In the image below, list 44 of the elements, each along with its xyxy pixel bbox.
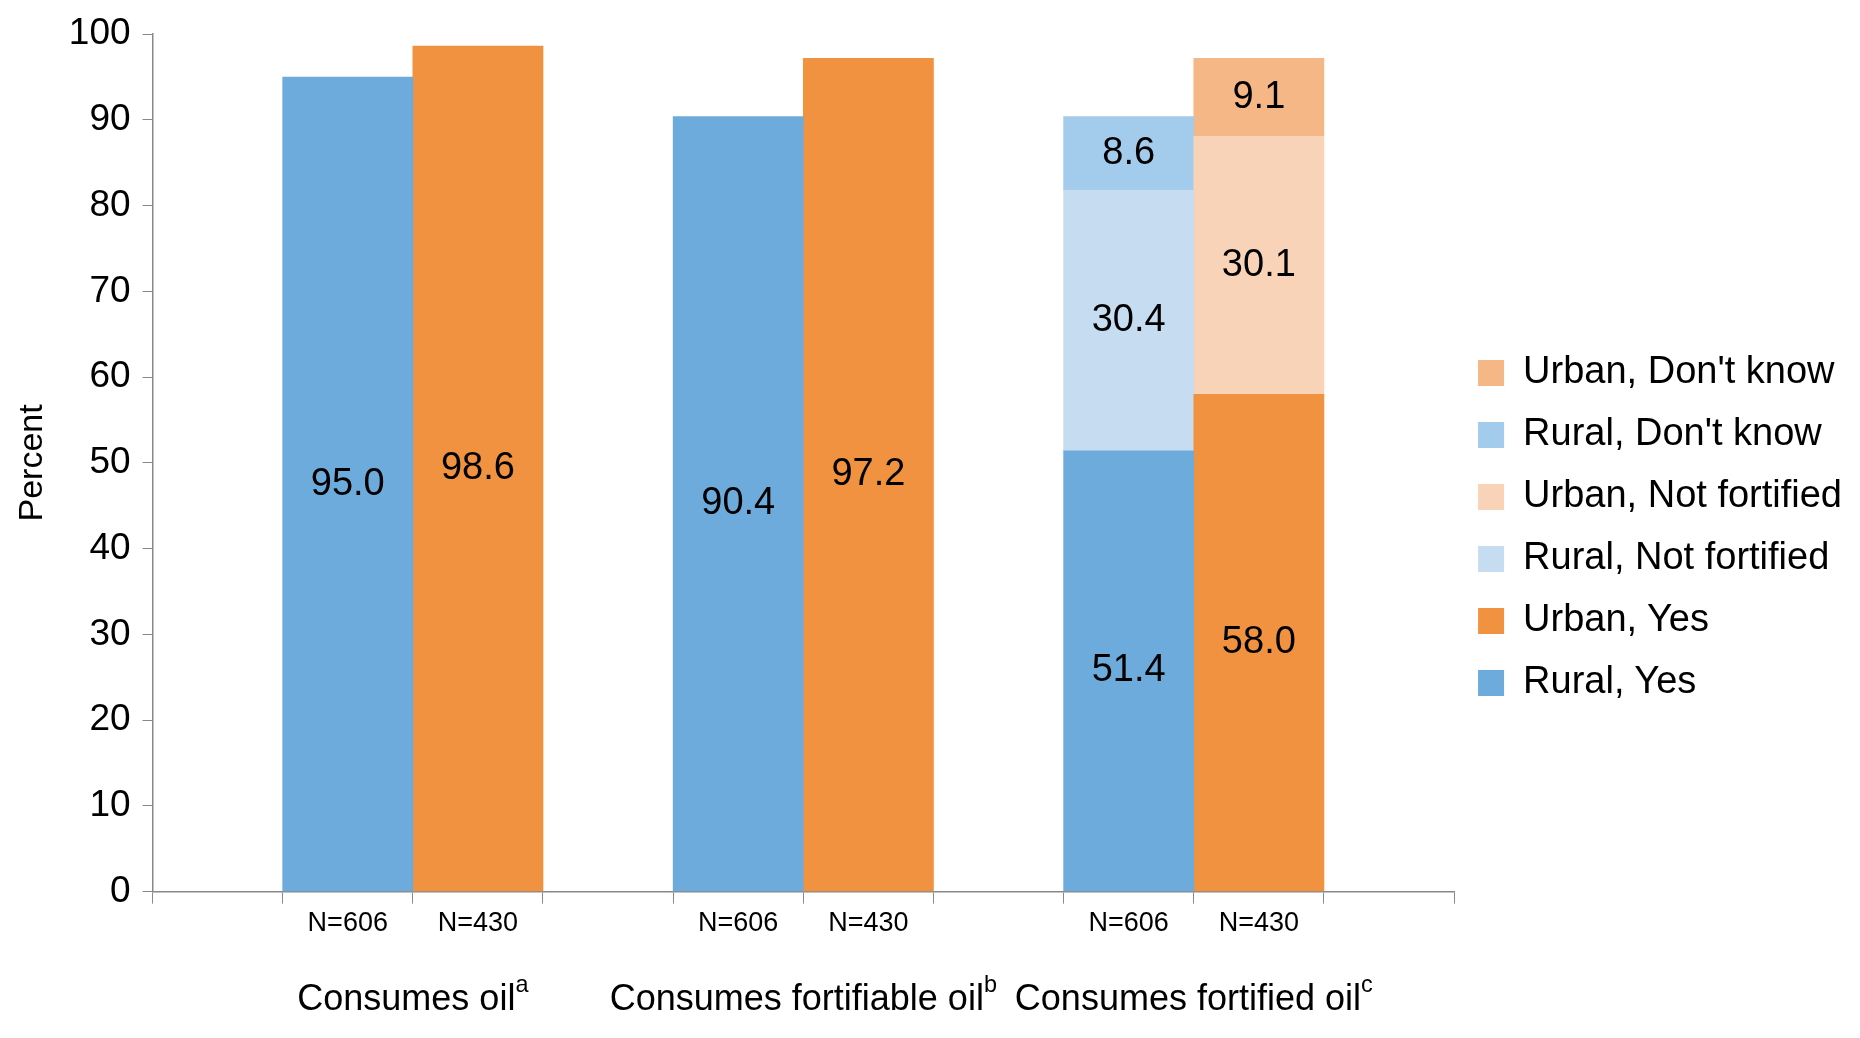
x-tick-label: N=430 <box>1218 907 1300 938</box>
y-tick-label: 20 <box>89 697 131 739</box>
data-label: 58.0 <box>1221 619 1296 662</box>
y-tick-label: 70 <box>89 268 131 310</box>
data-label: 98.6 <box>440 445 515 488</box>
y-tick-label: 90 <box>89 97 131 139</box>
legend-label: Rural, Not fortified <box>1523 535 1830 578</box>
data-label: 30.4 <box>1091 297 1166 340</box>
y-tick-label: 100 <box>68 11 131 53</box>
x-tick-label: N=606 <box>1088 907 1169 938</box>
y-tick-label: 30 <box>89 611 131 653</box>
y-tick-label: 0 <box>109 868 131 910</box>
x-tick-label: N=430 <box>828 907 909 938</box>
bar <box>1193 393 1325 892</box>
y-tick-label: 10 <box>89 783 131 825</box>
y-tick-label: 50 <box>89 440 131 482</box>
bar <box>1193 57 1325 137</box>
x-tick-label: N=606 <box>698 907 779 938</box>
legend-label: Urban, Not fortified <box>1523 473 1842 516</box>
data-label: 90.4 <box>701 480 776 523</box>
data-label: 30.1 <box>1221 241 1296 284</box>
bar <box>412 45 544 892</box>
legend-label: Urban, Don't know <box>1523 349 1836 392</box>
bar <box>1063 116 1195 191</box>
y-axis-title: Percent <box>10 403 49 522</box>
y-tick-label: 40 <box>89 525 131 567</box>
data-label: 95.0 <box>310 460 385 503</box>
bar <box>1063 450 1195 892</box>
y-tick-label: 80 <box>89 182 131 224</box>
legend-label: Urban, Yes <box>1523 597 1709 640</box>
x-tick-label: N=606 <box>307 907 388 938</box>
bar <box>1063 189 1195 452</box>
x-tick-label: N=430 <box>437 907 519 938</box>
legend-label: Rural, Yes <box>1523 659 1697 702</box>
bar <box>802 57 934 892</box>
data-label: 51.4 <box>1091 647 1166 690</box>
y-tick-label: 60 <box>89 354 131 396</box>
bar <box>672 116 804 892</box>
data-label: 8.6 <box>1102 129 1156 172</box>
legend-label: Rural, Don't know <box>1523 411 1823 454</box>
data-label: 97.2 <box>831 451 906 494</box>
bar <box>1193 135 1325 395</box>
bar <box>282 76 414 892</box>
data-label: 9.1 <box>1232 73 1286 116</box>
